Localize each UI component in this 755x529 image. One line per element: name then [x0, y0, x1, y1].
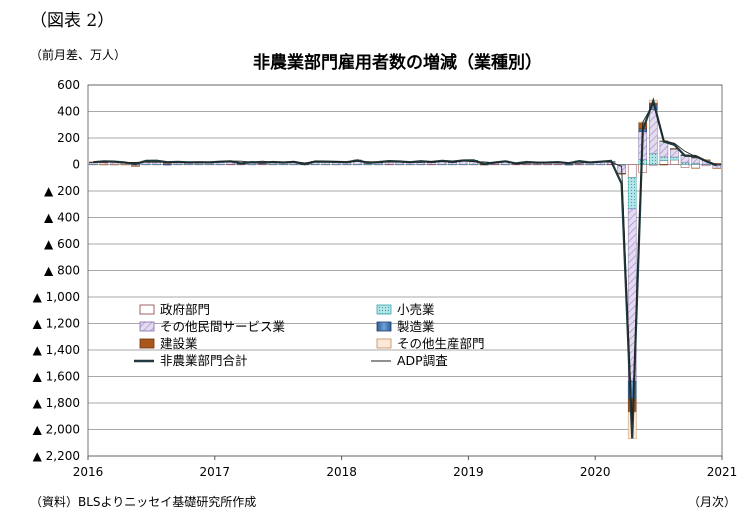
legend-swatch-gov [139, 304, 155, 315]
bar-gov [680, 164, 690, 168]
legend-swatch-svc [139, 321, 155, 332]
y-tick-label: ▲ 1,000 [33, 290, 80, 304]
y-tick-label: 400 [57, 105, 80, 119]
bar-svc [659, 141, 669, 158]
series-line-adp [93, 102, 717, 423]
legend-label: その他民間サービス業 [160, 319, 286, 334]
bar-retail [627, 177, 637, 210]
y-tick-label: ▲ 2,000 [33, 423, 80, 437]
legend-label: その他生産部門 [397, 336, 485, 351]
y-tick-label: 200 [57, 131, 80, 145]
y-tick-label: ▲ 200 [44, 184, 80, 198]
y-tick-label: ▲ 1,600 [33, 370, 80, 384]
legend-label: 建設業 [160, 336, 198, 351]
y-tick-label: ▲ 2,200 [33, 449, 80, 463]
period-label: （月次） [688, 495, 737, 509]
bar-retail [670, 156, 679, 161]
x-tick-label: 2020 [580, 465, 611, 479]
legend-label: 小売業 [397, 302, 435, 317]
bar-gov [670, 159, 679, 165]
bar-retail [659, 156, 669, 161]
x-tick-label: 2017 [200, 465, 231, 479]
y-tick-label: ▲ 600 [44, 237, 80, 251]
figure-label: （図表 2） [30, 11, 115, 31]
legend-label: 製造業 [397, 319, 435, 334]
y-tick-label: ▲ 400 [44, 211, 80, 225]
x-tick-label: 2021 [707, 465, 738, 479]
bar-oth [712, 167, 721, 169]
y-tick-label: ▲ 800 [44, 264, 80, 278]
legend-swatch-oth [376, 338, 392, 349]
bar-svc [670, 148, 679, 158]
bar-cons [659, 164, 669, 166]
source-note: （資料）BLSよりニッセイ基礎研究所作成 [30, 495, 257, 509]
legend-swatch-retail [376, 304, 392, 315]
y-tick-label: 0 [72, 158, 80, 172]
series-line-total [93, 97, 718, 439]
y-tick-label: ▲ 1,800 [33, 396, 80, 410]
bar-retail [680, 162, 690, 165]
bar-oth [131, 165, 140, 167]
y-tick-label: ▲ 1,200 [33, 317, 80, 331]
legend-label: ADP調査 [397, 353, 448, 368]
plot-frame [87, 84, 723, 457]
x-tick-label: 2016 [73, 465, 104, 479]
bar-gov [691, 164, 700, 169]
bar-gov [659, 160, 669, 165]
legend-label: 政府部門 [160, 302, 210, 317]
bar-retail [649, 152, 658, 165]
bar-mfg [162, 164, 172, 166]
bar-gov [638, 164, 648, 173]
bar-svc [691, 157, 700, 164]
bar-mfg [564, 164, 574, 166]
bar-svc [712, 165, 721, 169]
x-tick-label: 2019 [453, 465, 484, 479]
bar-gov [627, 164, 637, 178]
legend-swatch-mfg [376, 321, 392, 332]
y-tick-label: 600 [57, 78, 80, 92]
legend-swatch-cons [139, 338, 155, 349]
bar-oth [110, 164, 119, 166]
bar-oth [120, 164, 130, 166]
bar-oth [99, 164, 109, 166]
chart-svg: 600 400 200 0 ▲ 200 ▲ 400 ▲ 600 ▲ 800 ▲ 1,000 ▲ 1… [33, 78, 738, 479]
unit-label: （前月差、万人） [30, 48, 127, 62]
chart-title: 非農業部門雇用者数の増減（業種別） [253, 53, 542, 73]
x-tick-label: 2018 [326, 465, 357, 479]
y-tick-label: ▲ 1,400 [33, 343, 80, 357]
legend-label: 非農業部門合計 [160, 353, 248, 368]
bar-oth [691, 167, 700, 169]
